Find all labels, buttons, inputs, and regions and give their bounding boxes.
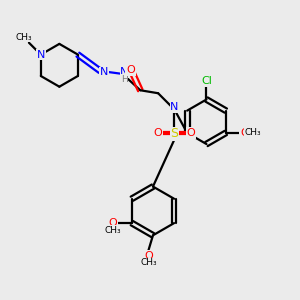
Text: H: H xyxy=(121,75,128,84)
Text: CH₃: CH₃ xyxy=(104,226,121,235)
Text: CH₃: CH₃ xyxy=(245,128,261,137)
Text: N: N xyxy=(100,68,108,77)
Text: O: O xyxy=(186,128,195,138)
Text: O: O xyxy=(109,218,117,227)
Text: O: O xyxy=(126,65,135,75)
Text: N: N xyxy=(120,68,129,77)
Text: O: O xyxy=(144,250,153,260)
Text: S: S xyxy=(170,128,178,140)
Text: N: N xyxy=(37,50,45,60)
Text: N: N xyxy=(170,102,179,112)
Text: O: O xyxy=(154,128,163,138)
Text: O: O xyxy=(240,128,249,138)
Text: CH₃: CH₃ xyxy=(140,258,157,267)
Text: CH₃: CH₃ xyxy=(15,33,32,42)
Text: Cl: Cl xyxy=(201,76,212,86)
